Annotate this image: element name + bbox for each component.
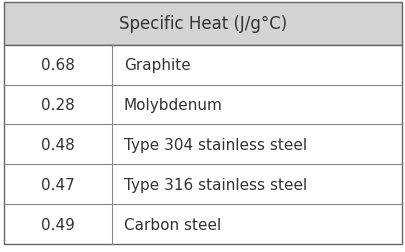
Text: 0.68: 0.68 — [41, 58, 75, 73]
Bar — [4, 3, 401, 45]
Text: 0.28: 0.28 — [41, 98, 75, 113]
Bar — [4, 45, 401, 244]
Text: Molybdenum: Molybdenum — [124, 98, 222, 113]
Text: Graphite: Graphite — [124, 58, 190, 73]
Text: 0.48: 0.48 — [41, 137, 75, 152]
Text: Carbon steel: Carbon steel — [124, 217, 221, 232]
Text: 0.49: 0.49 — [41, 217, 75, 232]
Text: Specific Heat (J/g°C): Specific Heat (J/g°C) — [119, 15, 286, 33]
Text: Type 316 stainless steel: Type 316 stainless steel — [124, 177, 306, 192]
Text: Type 304 stainless steel: Type 304 stainless steel — [124, 137, 306, 152]
Text: 0.47: 0.47 — [41, 177, 75, 192]
